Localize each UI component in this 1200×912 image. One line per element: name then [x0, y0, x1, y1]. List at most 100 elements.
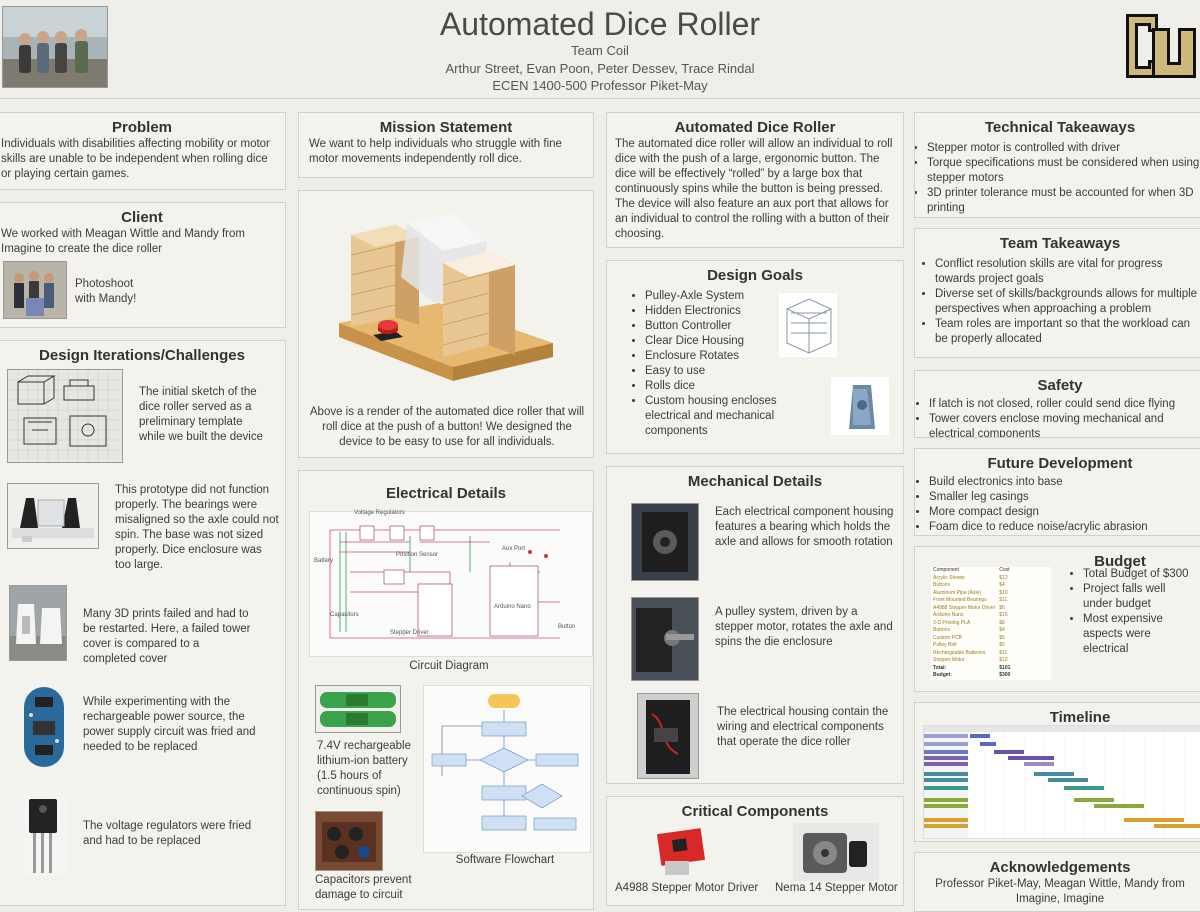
future-panel: Future Development Build electronics int… [914, 448, 1200, 536]
table-cell: 3-D Printing PLA [933, 619, 971, 626]
team-takeaways-panel: Team Takeaways Conflict resolution skill… [914, 228, 1200, 358]
design-goal-item: Hidden Electronics [645, 304, 825, 319]
failed-print-caption: Many 3D prints failed and had to be rest… [83, 608, 251, 665]
table-row: Total: $101 [931, 665, 1012, 673]
table-row: Buttons $4 [931, 627, 1012, 635]
budget-list: Total Budget of $300 Project falls well … [1069, 567, 1193, 657]
power-circuit-photo [21, 685, 67, 769]
label-battery: Battery [314, 558, 334, 564]
future-title: Future Development [987, 455, 1133, 472]
table-cell: A4988 Stepper Motor Driver [933, 604, 996, 611]
future-item: Foam dice to reduce noise/acrylic abrasi… [929, 520, 1200, 535]
timeline-panel: Timeline [914, 702, 1200, 842]
regulator-caption: The voltage regulators were fried and ha… [83, 820, 252, 847]
battery-photo [315, 685, 401, 733]
table-cell: $300 [999, 672, 1011, 678]
table-cell: $10 [999, 589, 1008, 596]
power-circuit-caption: While experimenting with the rechargeabl… [83, 696, 256, 753]
mechanical-title: Mechanical Details [687, 473, 823, 490]
driver-caption: A4988 Stepper Motor Driver [615, 882, 759, 894]
mission-text: We want to help individuals who struggle… [309, 138, 562, 165]
table-cell: $8 [999, 619, 1005, 626]
label-capacitors: Capacitors [330, 612, 359, 618]
table-cell: $6 [999, 604, 1005, 611]
render-caption: Above is a render of the automated dice … [309, 406, 585, 448]
design-goal-item: Enclosure Rotates [645, 349, 825, 364]
safety-panel: Safety If latch is not closed, roller co… [914, 370, 1200, 438]
table-cell: $12 [999, 574, 1008, 581]
design-goal-item: Easy to use [645, 364, 825, 379]
label-voltage-regulators: Voltage Regulators [354, 510, 405, 516]
label-arduino: Arduino Nano [494, 604, 531, 610]
adr-text: The automated dice roller will allow an … [615, 138, 893, 240]
table-cell: $101 [999, 664, 1011, 671]
acknowledgements-title: Acknowledgements [989, 859, 1131, 876]
table-row: Budget: $300 [931, 672, 1012, 680]
team-name: Team Coil [571, 43, 629, 58]
regulator-photo [17, 793, 69, 877]
team-takeaway-item: Conflict resolution skills are vital for… [935, 257, 1200, 287]
team-takeaway-item: Team roles are important so that the wor… [935, 317, 1200, 347]
table-cell: $11 [999, 649, 1008, 656]
adr-panel: Automated Dice Roller The automated dice… [606, 112, 904, 248]
timeline-title: Timeline [1049, 709, 1111, 726]
battery-caption: 7.4V rechargeable lithium-ion battery (1… [317, 740, 411, 797]
problem-title: Problem [111, 119, 172, 136]
table-row: Stepper Motor $12 [931, 657, 1012, 665]
table-cell: $11 [999, 597, 1008, 603]
safety-title: Safety [1037, 377, 1083, 394]
design-goals-title: Design Goals [707, 267, 803, 284]
budget-item: Most expensive aspects were electrical [1083, 612, 1193, 657]
critical-title: Critical Components [681, 803, 829, 820]
safety-item: If latch is not closed, roller could sen… [929, 397, 1200, 412]
team-takeaway-item: Diverse set of skills/backgrounds allows… [935, 287, 1200, 317]
technical-title: Technical Takeaways [984, 119, 1136, 136]
client-photo-caption: Photoshoot with Mandy! [75, 278, 137, 305]
prototype-photo [7, 483, 99, 549]
table-row: 3-D Printing PLA $8 [931, 620, 1012, 628]
safety-item: Tower covers enclose moving mechanical a… [929, 412, 1200, 437]
software-flowchart [423, 685, 591, 853]
cube-model-image [779, 293, 837, 357]
adr-title: Automated Dice Roller [674, 119, 836, 136]
label-position-sensor: Position Sensor [396, 552, 439, 558]
prototype-caption: This prototype did not function properly… [115, 484, 279, 571]
flowchart-caption: Software Flowchart [455, 854, 555, 866]
budget-title: Budget [1094, 553, 1146, 570]
team-takeaways-title: Team Takeaways [999, 235, 1121, 252]
table-cell: Rechargeable Batteries [933, 649, 986, 656]
budget-panel: Budget Component Cost Acrylic Sheets $12 B… [914, 546, 1200, 692]
team-takeaways-list: Conflict resolution skills are vital for… [915, 257, 1200, 347]
problem-panel: Problem Individuals with disabilities af… [0, 112, 286, 190]
technical-item: Torque specifications must be considered… [927, 156, 1200, 186]
poster-title: Automated Dice Roller [439, 6, 761, 42]
table-cell: Acrylic Sheets [933, 574, 965, 581]
table-cell: $4 [999, 582, 1005, 588]
bearing-caption: Each electrical component housing featur… [715, 506, 894, 548]
table-row: Rechargeable Batteries $11 [931, 650, 1012, 658]
table-row: Acrylic Sheets $12 [931, 575, 1012, 583]
electrical-title: Electrical Details [385, 485, 507, 502]
label-aux-port: Aux Port [502, 546, 526, 552]
bearing-photo [631, 503, 699, 581]
motor-photo [793, 823, 879, 881]
circuit-diagram: Voltage Regulators Battery Position Sens… [309, 510, 593, 657]
budget-item: Project falls well under budget [1083, 582, 1193, 612]
design-goals-list: Pulley-Axle System Hidden Electronics Bu… [629, 289, 825, 439]
design-goal-item: Button Controller [645, 319, 825, 334]
table-cell: $5 [999, 642, 1005, 648]
housing-photo [637, 693, 699, 779]
authors: Arthur Street, Evan Poon, Peter Dessev, … [445, 61, 755, 76]
render-panel: Above is a render of the automated dice … [298, 190, 594, 458]
iterations-panel: Design Iterations/Challenges The initial… [0, 340, 286, 906]
table-row: Aluminum Pipe (Axle) $10 [931, 590, 1012, 598]
client-panel: Client We worked with Meagan Wittle and … [0, 202, 286, 328]
technical-item: 3D printer tolerance must be accounted f… [927, 186, 1200, 216]
design-goal-item: Pulley-Axle System [645, 289, 825, 304]
critical-panel: Critical Components A4988 Stepper Motor … [606, 796, 904, 906]
problem-text: Individuals with disabilities affecting … [1, 138, 270, 180]
table-cell: Aluminum Pipe (Axle) [933, 589, 982, 596]
iterations-title: Design Iterations/Challenges [39, 347, 245, 364]
team-photo [2, 6, 108, 88]
table-cell: $12 [999, 657, 1008, 663]
